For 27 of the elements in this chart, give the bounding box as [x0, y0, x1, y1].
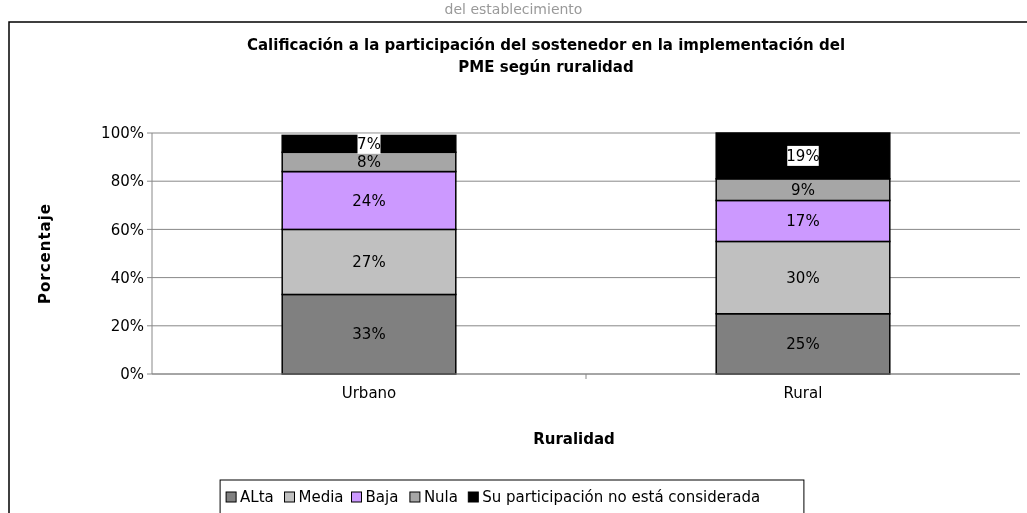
y-tick-label: 20%	[110, 317, 144, 336]
x-tick-label: Urbano	[341, 384, 397, 402]
legend-label: Nula	[423, 488, 458, 507]
x-tick-label: Rural	[783, 384, 823, 402]
data-label: 7%	[357, 135, 381, 154]
y-tick-label: 80%	[110, 172, 144, 191]
data-label: 24%	[352, 191, 386, 210]
data-label: 8%	[357, 153, 381, 172]
data-label: 19%	[786, 147, 820, 166]
data-label: 17%	[786, 212, 820, 231]
text: del establecimiento	[444, 1, 583, 17]
data-label: 27%	[352, 253, 386, 272]
data-label: 30%	[786, 268, 820, 287]
y-tick-label: 100%	[101, 124, 144, 143]
legend-label: ALta	[240, 488, 274, 507]
legend-label: Media	[298, 488, 344, 507]
data-label: 33%	[352, 325, 386, 344]
y-axis-title: Porcentaje	[36, 202, 54, 305]
legend-label: Baja	[365, 488, 399, 507]
x-axis-title: Ruralidad	[533, 430, 615, 448]
data-label: 9%	[791, 180, 815, 199]
data-label: 25%	[786, 335, 820, 354]
legend-label: Su participación no está considerada	[482, 488, 761, 507]
chart-title: Calificación a la participación del sostenedor en la implementación del PME según ruralidad	[246, 36, 846, 76]
y-tick-label: 60%	[110, 220, 144, 239]
y-tick-label: 40%	[110, 268, 144, 287]
y-tick-label: 0%	[120, 365, 144, 384]
